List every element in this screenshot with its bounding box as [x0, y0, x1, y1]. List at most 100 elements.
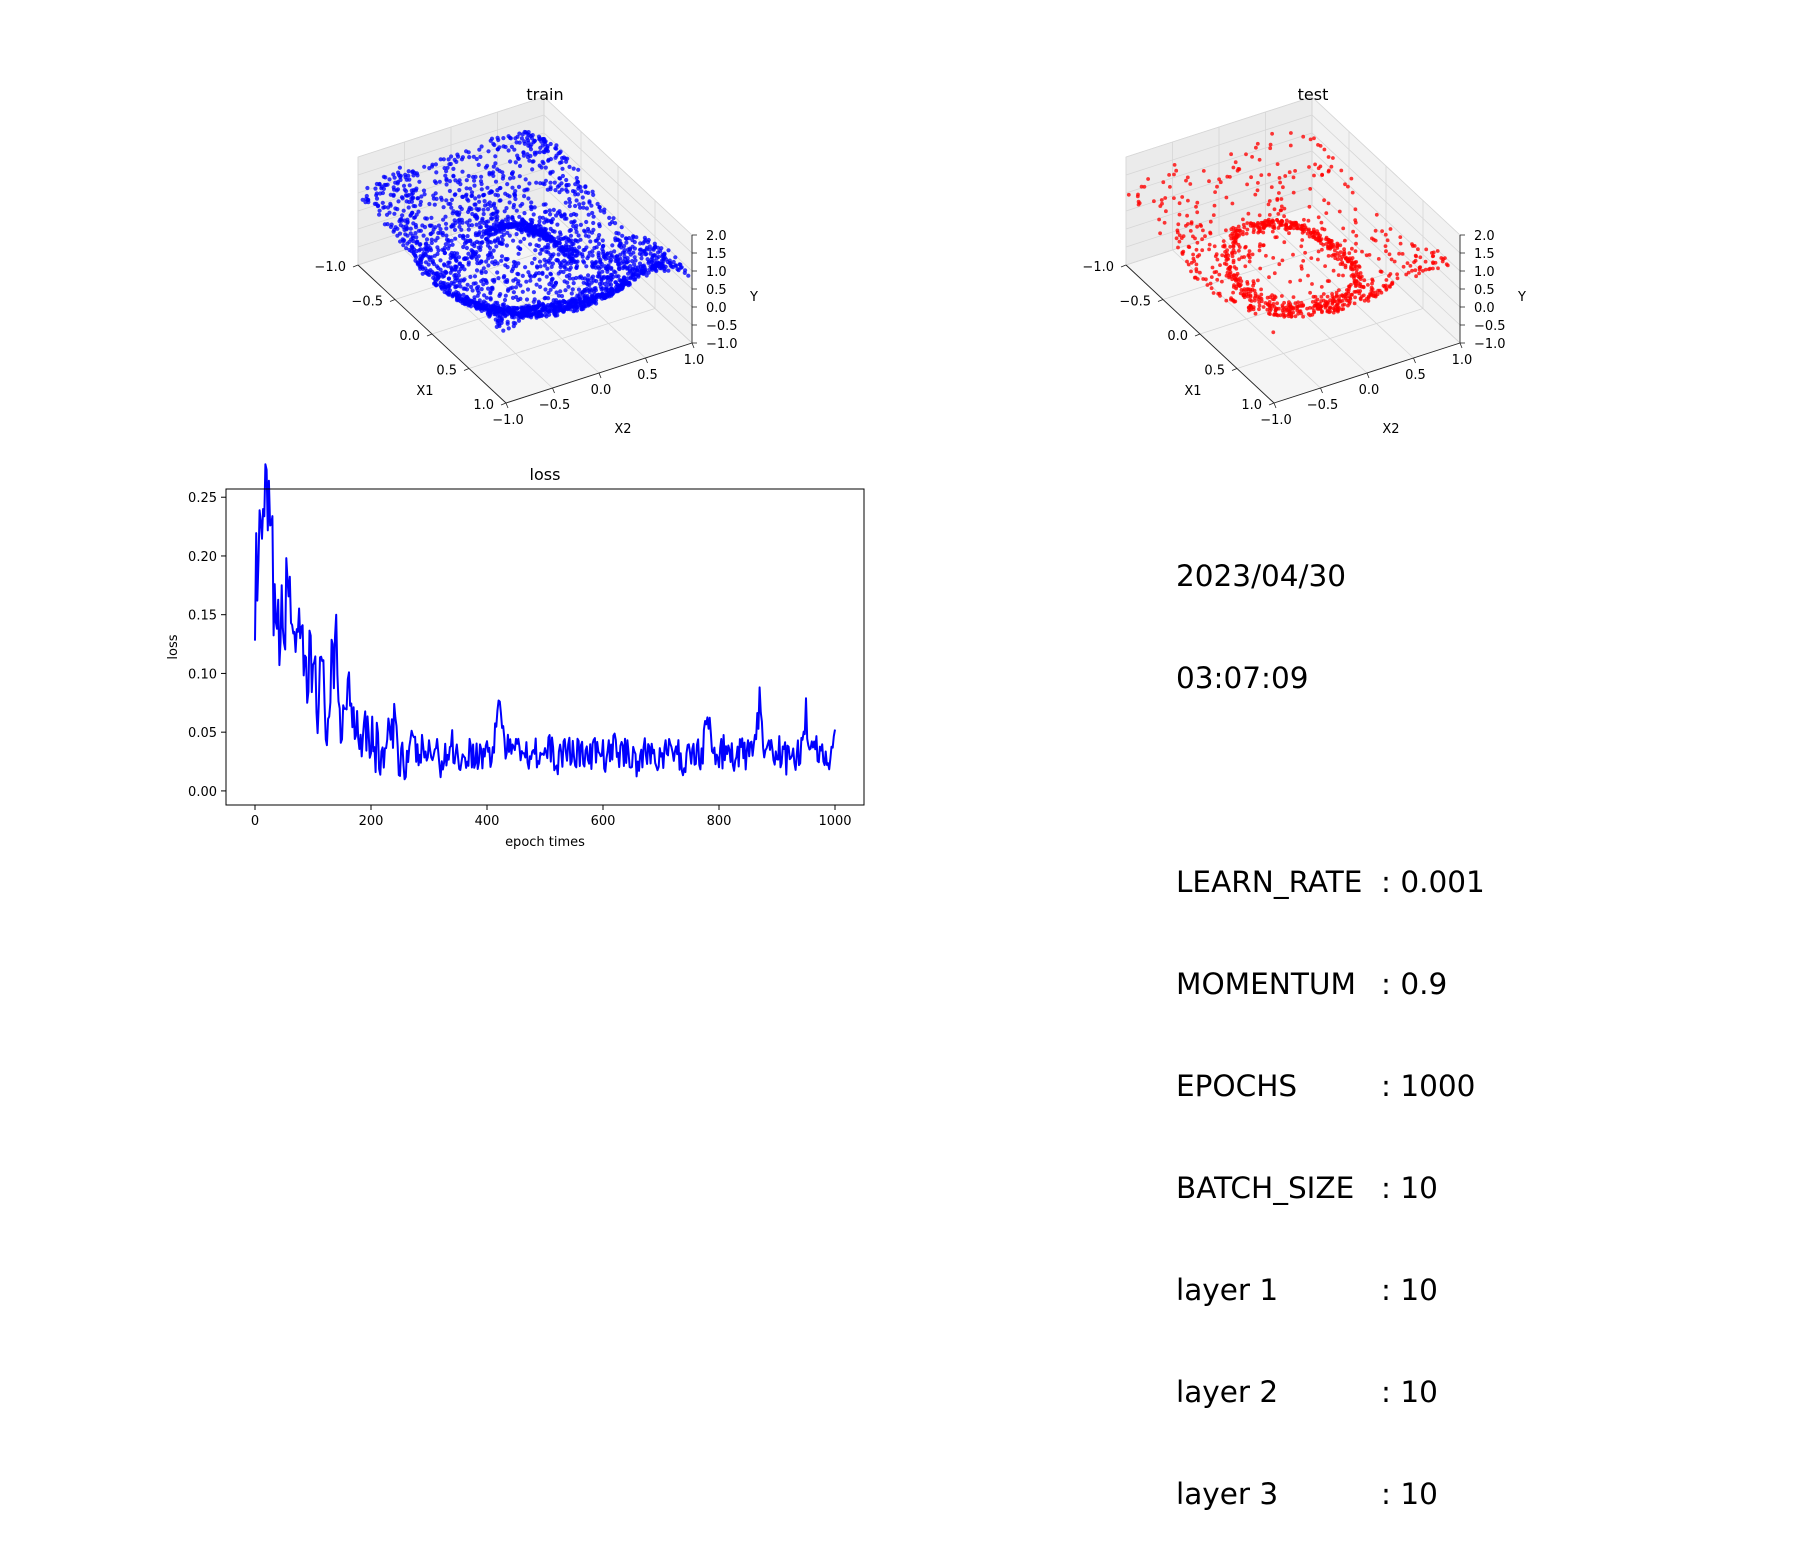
data-point — [1389, 257, 1394, 262]
data-point — [404, 246, 409, 251]
data-point — [1384, 249, 1388, 254]
data-point — [532, 256, 537, 261]
info-param-epochs: EPOCHS: 1000 — [1176, 1069, 1485, 1103]
data-point — [1162, 220, 1167, 225]
data-point — [1361, 293, 1366, 298]
data-point — [1315, 297, 1320, 302]
data-point — [469, 223, 475, 228]
y-tick-label: 0.10 — [188, 667, 217, 682]
data-point — [562, 263, 567, 269]
data-point — [405, 193, 410, 198]
data-point — [1413, 268, 1418, 273]
data-point — [1228, 270, 1233, 275]
data-point — [600, 238, 605, 243]
data-point — [1342, 251, 1347, 256]
data-point — [686, 273, 691, 278]
data-point — [549, 220, 554, 225]
x2-axis-label: X2 — [614, 422, 631, 437]
data-point — [666, 268, 671, 273]
data-point — [554, 146, 559, 151]
data-point — [1348, 300, 1352, 304]
data-point — [1232, 265, 1237, 269]
data-point — [429, 237, 434, 242]
data-point — [433, 238, 438, 243]
data-point — [1284, 227, 1289, 232]
data-point — [556, 247, 561, 252]
data-point — [613, 236, 618, 241]
data-point — [499, 254, 505, 259]
data-point — [1189, 269, 1193, 274]
y-tick-label: 1.0 — [1474, 265, 1495, 280]
data-point — [1252, 298, 1257, 303]
data-point — [416, 209, 421, 214]
data-point — [436, 248, 441, 253]
data-point — [396, 172, 401, 178]
x2-tick — [645, 357, 648, 364]
data-point — [1351, 229, 1355, 234]
data-point — [458, 204, 463, 210]
y-tick-label: 2.0 — [706, 229, 727, 244]
data-point — [444, 176, 449, 182]
data-point — [392, 211, 397, 216]
data-point — [1231, 258, 1236, 263]
param-value: : 10 — [1381, 1375, 1438, 1409]
data-point — [646, 260, 651, 265]
data-point — [527, 158, 532, 163]
data-point — [521, 150, 526, 155]
data-point — [1331, 268, 1336, 273]
data-point — [1172, 196, 1176, 201]
data-point — [509, 171, 515, 176]
data-point — [1323, 305, 1328, 310]
data-point — [1373, 293, 1378, 298]
data-point — [607, 215, 612, 220]
data-point — [565, 189, 570, 194]
data-point — [1272, 207, 1277, 212]
info-param-layer-1: layer 1: 10 — [1176, 1273, 1485, 1307]
data-point — [531, 234, 536, 239]
data-point — [1207, 179, 1211, 184]
x2-tick — [505, 402, 509, 409]
data-point — [1278, 180, 1282, 185]
data-point — [1376, 257, 1381, 261]
data-point — [540, 159, 545, 164]
data-point — [403, 232, 408, 237]
data-point — [1323, 264, 1327, 268]
grid-line — [357, 114, 693, 254]
x-tick-label: 800 — [707, 814, 732, 829]
data-point — [426, 262, 431, 267]
data-point — [1332, 248, 1337, 253]
data-point — [516, 279, 521, 284]
data-point — [578, 299, 584, 304]
data-point — [521, 305, 526, 310]
data-point — [474, 216, 479, 221]
data-point — [1210, 265, 1215, 270]
data-point — [1231, 273, 1236, 278]
data-point — [1397, 251, 1401, 256]
data-point — [461, 292, 466, 297]
data-point — [511, 263, 516, 269]
data-point — [655, 260, 660, 265]
data-point — [381, 186, 386, 191]
data-point — [479, 174, 484, 179]
data-point — [1255, 141, 1260, 146]
data-point — [1441, 257, 1445, 262]
data-point — [578, 205, 583, 210]
y-tick-label: 0.0 — [706, 301, 727, 316]
data-point — [1319, 285, 1324, 289]
data-point — [503, 293, 508, 298]
data-point — [636, 271, 642, 276]
data-point — [538, 264, 543, 269]
data-point — [584, 286, 590, 291]
data-point — [585, 293, 590, 299]
data-point — [542, 263, 548, 268]
data-point — [616, 231, 621, 236]
data-point — [606, 282, 612, 287]
data-point — [1259, 287, 1263, 292]
data-point — [374, 196, 380, 201]
grid-line — [357, 132, 693, 272]
data-point — [445, 264, 450, 269]
data-point — [583, 229, 588, 234]
data-point — [444, 237, 450, 242]
data-point — [440, 270, 445, 275]
data-point — [551, 207, 556, 212]
